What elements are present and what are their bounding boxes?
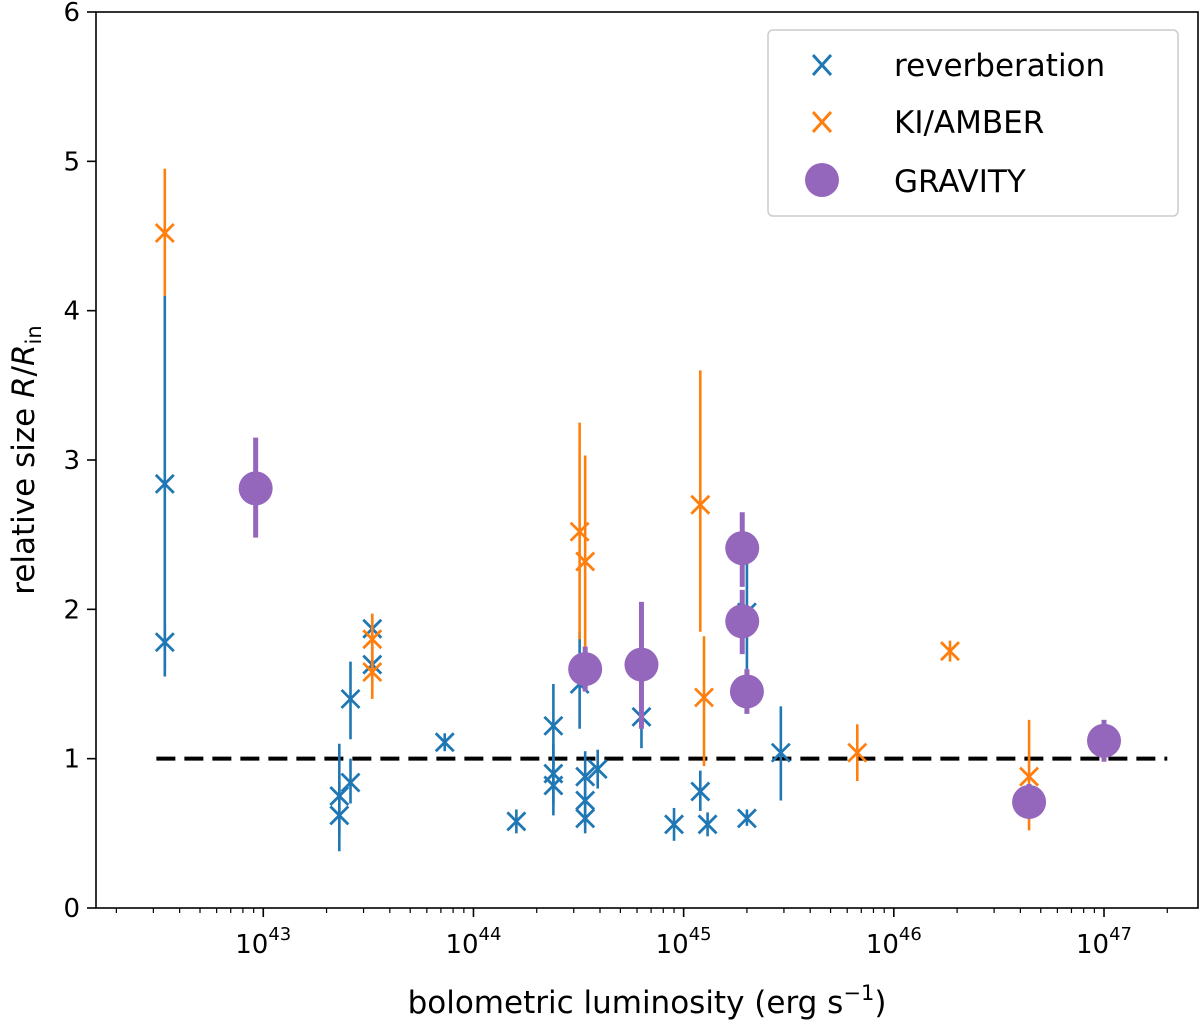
data-point bbox=[362, 662, 383, 683]
data-point bbox=[238, 471, 273, 506]
marker-stroke bbox=[847, 742, 868, 763]
data-point bbox=[847, 742, 868, 763]
marker-stroke bbox=[154, 473, 175, 494]
data-point bbox=[154, 632, 175, 653]
series-gravity bbox=[238, 437, 1122, 819]
marker-stroke bbox=[690, 781, 711, 802]
marker-stroke bbox=[1019, 766, 1040, 787]
data-layer bbox=[154, 168, 1122, 852]
data-point bbox=[543, 775, 564, 796]
data-point bbox=[1019, 766, 1040, 787]
legend-box bbox=[767, 29, 1179, 217]
y-axis-label: relative size R/Rin bbox=[6, 325, 46, 594]
data-point bbox=[575, 551, 596, 572]
data-point bbox=[690, 781, 711, 802]
marker-stroke bbox=[770, 742, 791, 763]
legend-label-ki-amber: KI/AMBER bbox=[894, 105, 1044, 141]
data-point bbox=[697, 814, 718, 835]
x-tick-label: 1044 bbox=[445, 924, 501, 960]
x-axis-label: bolometric luminosity (erg s−1) bbox=[408, 981, 887, 1021]
marker-stroke bbox=[329, 805, 350, 826]
marker-stroke bbox=[690, 494, 711, 515]
marker-stroke bbox=[575, 808, 596, 829]
data-point bbox=[736, 808, 757, 829]
legend-marker-ki-amber bbox=[811, 110, 833, 134]
axes-layer: 0 1 2 3 4 5 6 1043 1044 1045 1046 1047 bbox=[63, 0, 1168, 960]
data-point bbox=[725, 531, 760, 566]
marker-stroke bbox=[340, 688, 361, 709]
marker-stroke bbox=[543, 715, 564, 736]
data-point bbox=[725, 604, 760, 639]
data-point bbox=[770, 742, 791, 763]
y-tick-label: 1 bbox=[63, 745, 80, 775]
marker-stroke bbox=[362, 662, 383, 683]
data-point bbox=[340, 688, 361, 709]
marker-stroke bbox=[340, 772, 361, 793]
data-point bbox=[506, 811, 527, 832]
marker-stroke bbox=[587, 759, 608, 780]
data-point bbox=[362, 629, 383, 650]
y-tick-label: 5 bbox=[63, 147, 80, 177]
data-point bbox=[154, 473, 175, 494]
marker-stroke bbox=[362, 629, 383, 650]
marker-stroke bbox=[434, 732, 455, 753]
data-point bbox=[1012, 784, 1047, 819]
marker-stroke bbox=[154, 223, 175, 244]
y-tick-label: 4 bbox=[63, 297, 80, 327]
marker-stroke bbox=[575, 790, 596, 811]
data-point bbox=[575, 790, 596, 811]
marker-stroke bbox=[575, 551, 596, 572]
legend-marker-reverberation bbox=[811, 53, 833, 77]
marker-stroke bbox=[694, 687, 715, 708]
data-point bbox=[1087, 723, 1122, 758]
legend-label-reverberation: reverberation bbox=[894, 48, 1105, 84]
series-ki-amber bbox=[154, 168, 1040, 831]
marker-stroke bbox=[664, 814, 685, 835]
marker-stroke bbox=[543, 775, 564, 796]
y-tick-label: 0 bbox=[63, 894, 80, 924]
x-tick-label: 1045 bbox=[656, 924, 712, 960]
data-point bbox=[624, 647, 659, 682]
data-point bbox=[543, 715, 564, 736]
legend-label-gravity: GRAVITY bbox=[894, 164, 1026, 200]
data-point bbox=[694, 687, 715, 708]
marker-stroke bbox=[506, 811, 527, 832]
data-point bbox=[340, 772, 361, 793]
x-tick-label: 1047 bbox=[1076, 924, 1132, 960]
data-point bbox=[729, 674, 764, 709]
data-point bbox=[664, 814, 685, 835]
y-tick-label: 2 bbox=[63, 595, 80, 625]
x-tick-label: 1043 bbox=[235, 924, 291, 960]
data-point bbox=[434, 732, 455, 753]
legend: reverberation KI/AMBER GRAVITY bbox=[767, 29, 1179, 217]
marker-stroke bbox=[736, 808, 757, 829]
data-point bbox=[587, 759, 608, 780]
data-point bbox=[690, 494, 711, 515]
legend-marker-gravity bbox=[805, 163, 839, 197]
data-point bbox=[329, 805, 350, 826]
data-point bbox=[939, 641, 960, 662]
data-point bbox=[575, 808, 596, 829]
data-point bbox=[154, 223, 175, 244]
y-tick-label: 3 bbox=[63, 446, 80, 476]
marker-stroke bbox=[697, 814, 718, 835]
marker-stroke bbox=[939, 641, 960, 662]
y-tick-label: 6 bbox=[63, 0, 80, 28]
x-tick-label: 1046 bbox=[866, 924, 922, 960]
marker-stroke bbox=[154, 632, 175, 653]
data-point bbox=[568, 652, 603, 687]
